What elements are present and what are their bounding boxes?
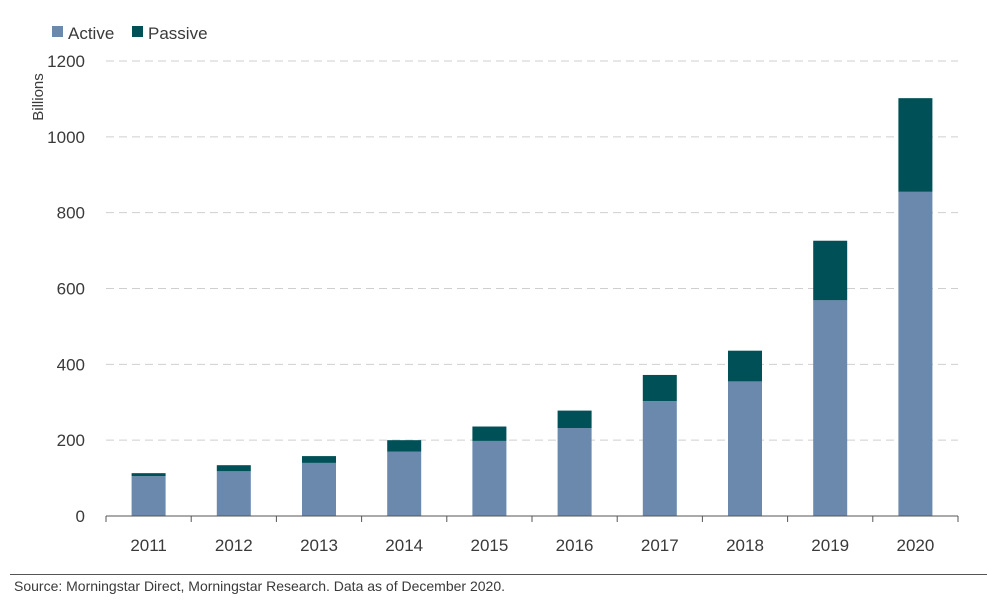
x-tick-label-2020: 2020 [896, 536, 934, 555]
bar-active-2013 [302, 462, 336, 516]
bar-passive-2014 [387, 440, 422, 452]
bar-passive-2015 [472, 426, 507, 441]
x-tick-label-2013: 2013 [300, 536, 338, 555]
y-tick-label-800: 800 [57, 204, 85, 223]
legend-label-active: Active [68, 24, 114, 43]
y-axis-ticks: 0 200 400 600 800 1000 1200 [47, 52, 85, 526]
x-tick-label-2011: 2011 [130, 536, 167, 555]
bar-active-2012 [216, 471, 251, 516]
bar-passive-2018 [728, 350, 762, 382]
legend: Active Passive [52, 24, 208, 43]
bar-passive-2016 [557, 410, 592, 429]
bar-active-2018 [728, 381, 762, 516]
legend-swatch-active [52, 26, 63, 37]
x-tick-label-2018: 2018 [726, 536, 764, 555]
x-tick-label-2014: 2014 [385, 536, 423, 555]
bar-passive-2017 [642, 374, 677, 402]
y-tick-label-0: 0 [76, 507, 85, 526]
x-tick-label-2019: 2019 [811, 536, 849, 555]
x-axis [105, 515, 959, 522]
bar-active-2011 [131, 476, 166, 516]
x-tick-label-2017: 2017 [641, 536, 679, 555]
bar-active-2015 [472, 440, 507, 516]
bar-active-2016 [557, 428, 592, 516]
y-tick-label-1000: 1000 [47, 128, 85, 147]
y-tick-label-200: 200 [57, 431, 85, 450]
bar-passive-2013 [302, 456, 336, 463]
y-axis-title: Billions [30, 73, 47, 121]
legend-swatch-passive [132, 26, 143, 37]
bar-active-2014 [387, 451, 422, 516]
footer-divider [10, 574, 987, 575]
legend-label-passive: Passive [148, 24, 208, 43]
chart-container: Active Passive 0 200 400 600 800 1000 1200 2011… [30, 24, 959, 555]
bar-passive-2012 [216, 465, 251, 472]
bar-passive-2020 [898, 98, 933, 192]
x-tick-label-2016: 2016 [556, 536, 594, 555]
stacked-bar-chart: Active Passive 0 200 400 600 800 1000 1200 2011… [30, 24, 959, 555]
source-note: Source: Morningstar Direct, Morningstar … [14, 578, 505, 594]
y-tick-label-1200: 1200 [47, 52, 85, 71]
x-tick-label-2015: 2015 [470, 536, 508, 555]
bar-passive-2011 [131, 473, 166, 477]
bar-active-2020 [898, 191, 933, 516]
y-tick-label-400: 400 [57, 355, 85, 374]
y-tick-label-600: 600 [57, 280, 85, 299]
x-tick-label-2012: 2012 [215, 536, 253, 555]
bar-passive-2019 [813, 240, 848, 301]
bar-active-2019 [813, 300, 848, 516]
bar-active-2017 [642, 401, 677, 516]
bars [131, 98, 933, 516]
x-axis-ticks: 2011 2012 2013 2014 2015 2016 2017 2018 2019 2020 [130, 536, 934, 555]
